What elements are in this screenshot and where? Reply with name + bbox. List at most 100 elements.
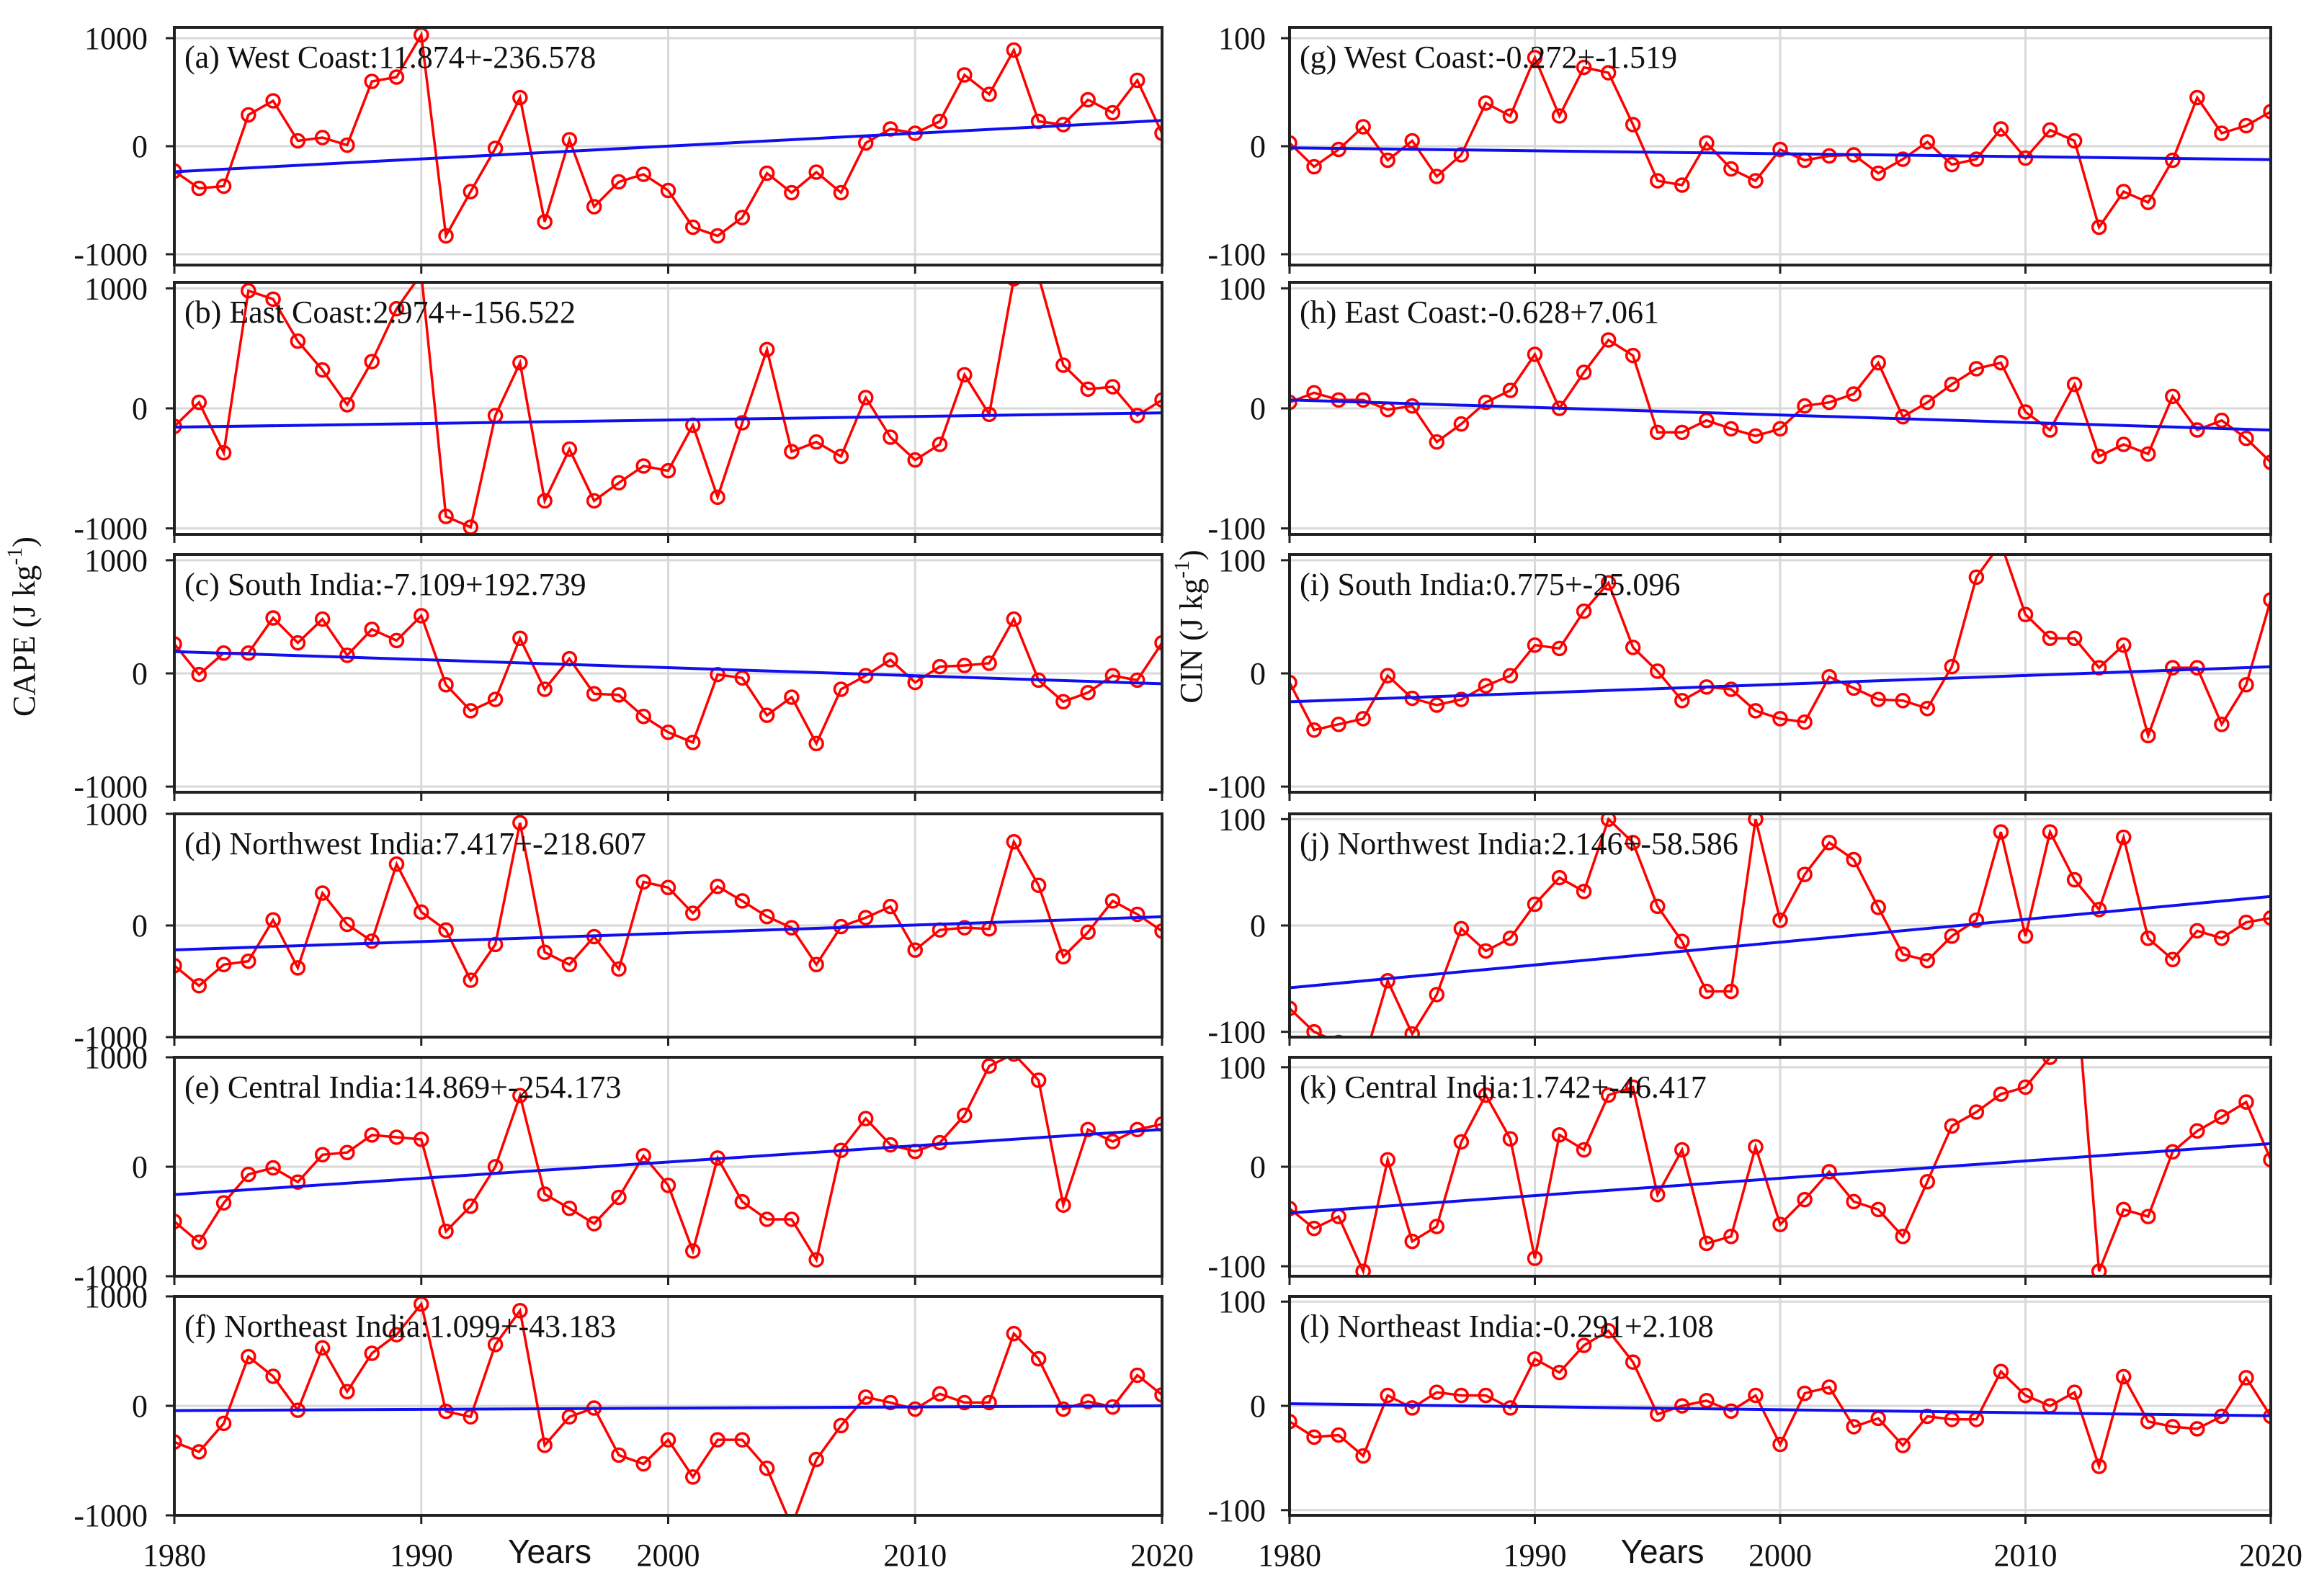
panel-title: (c) South India:-7.109+192.739 — [184, 567, 586, 602]
data-point — [438, 676, 454, 693]
data-point — [561, 132, 578, 148]
data-point — [537, 944, 553, 960]
panel-frame — [173, 26, 1163, 266]
data-point — [2091, 1263, 2107, 1276]
data-point — [808, 735, 824, 752]
data-point — [1674, 1142, 1690, 1158]
plot-area — [174, 815, 1162, 994]
data-point — [1129, 672, 1145, 689]
data-point — [857, 910, 874, 925]
panel-frame — [173, 281, 1163, 536]
data-point — [685, 219, 701, 236]
data-point — [1699, 983, 1715, 1000]
data-point — [1723, 1403, 1739, 1419]
x-tick-label: 1990 — [390, 1538, 453, 1573]
panel-frame — [1288, 1056, 2272, 1278]
data-point — [981, 1394, 997, 1411]
data-point — [1993, 824, 2009, 840]
data-point — [2017, 606, 2034, 623]
data-point — [1919, 952, 1936, 969]
y-tick-label: 1000 — [84, 1279, 148, 1314]
data-point — [512, 89, 528, 106]
series-line — [174, 1301, 1162, 1515]
y-axis-title-tail: ) — [1174, 550, 1209, 560]
data-point — [2165, 951, 2181, 967]
data-point — [1944, 376, 1960, 393]
data-point — [388, 300, 405, 317]
data-point — [981, 86, 997, 102]
panel-title: (a) West Coast:11.874+-236.578 — [184, 40, 596, 75]
data-point — [1895, 1438, 1911, 1453]
data-point — [174, 1434, 182, 1450]
data-point — [1870, 900, 1886, 915]
data-point — [1429, 987, 1445, 1003]
data-point — [734, 415, 751, 431]
data-point — [1129, 1367, 1145, 1384]
data-point — [364, 73, 380, 89]
data-point — [586, 199, 602, 215]
data-point — [710, 489, 725, 506]
data-point — [537, 1437, 553, 1453]
panel-title: (l) Northeast India:-0.291+2.108 — [1300, 1309, 1714, 1344]
data-point — [883, 1394, 898, 1411]
x-axis-title: Years — [1621, 1533, 1705, 1570]
data-point — [957, 658, 973, 673]
data-point — [241, 1166, 256, 1183]
data-point — [290, 635, 306, 651]
data-point — [635, 708, 651, 725]
data-point — [1154, 1116, 1162, 1132]
data-point — [981, 1058, 997, 1074]
series-line — [1290, 1057, 2271, 1276]
data-point — [512, 354, 528, 371]
trend-line — [1290, 1142, 2271, 1215]
data-point — [1797, 398, 1813, 414]
data-point — [1030, 877, 1047, 893]
data-point — [611, 961, 627, 977]
panel-title: (b) East Coast:2.974+-156.522 — [184, 295, 576, 330]
data-point — [290, 1174, 306, 1191]
data-point — [1993, 121, 2009, 137]
x-tick-label: 1980 — [143, 1538, 206, 1573]
data-point — [2238, 1370, 2254, 1386]
data-point — [1478, 1087, 1494, 1103]
data-point — [2263, 1152, 2271, 1168]
data-point — [241, 282, 256, 299]
data-point — [2017, 404, 2034, 420]
data-point — [2017, 928, 2034, 944]
data-point — [2214, 1109, 2230, 1125]
plot-area — [174, 608, 1162, 752]
data-point — [660, 462, 676, 479]
data-point — [2214, 930, 2230, 946]
data-point — [191, 977, 207, 994]
panel-frame — [173, 553, 1163, 794]
data-point — [1895, 151, 1911, 167]
y-axis-title-superscript: -1 — [3, 547, 27, 565]
data-point — [314, 611, 331, 627]
data-point — [759, 341, 775, 358]
data-point — [1919, 134, 1936, 150]
data-point — [759, 908, 775, 925]
series-line — [1290, 54, 2271, 230]
data-point — [414, 1131, 429, 1147]
data-point — [1846, 851, 1862, 868]
data-point — [1674, 933, 1690, 949]
data-point — [1006, 1325, 1022, 1342]
y-tick-label: -1000 — [73, 1259, 148, 1294]
data-point — [1478, 943, 1494, 959]
data-point — [1895, 1228, 1911, 1245]
data-point — [1944, 1118, 1960, 1134]
data-point — [1290, 1201, 1297, 1216]
data-point — [1551, 108, 1568, 124]
data-point — [660, 1432, 676, 1448]
data-point — [1600, 332, 1617, 348]
data-point — [1551, 1127, 1568, 1143]
data-point — [1104, 1134, 1121, 1149]
y-tick-label: -100 — [1207, 1249, 1266, 1284]
y-tick-label: 0 — [132, 656, 148, 691]
data-point — [487, 691, 504, 707]
data-point — [1129, 72, 1145, 89]
x-tick-label: 2010 — [1994, 1538, 2058, 1573]
data-point — [1650, 663, 1666, 679]
data-point — [1821, 835, 1837, 851]
